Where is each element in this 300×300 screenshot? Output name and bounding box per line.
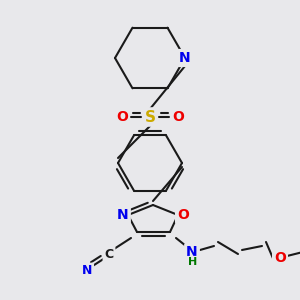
Text: O: O	[274, 251, 286, 265]
Text: N: N	[82, 265, 92, 278]
Text: H: H	[188, 257, 198, 267]
Text: N: N	[186, 245, 198, 259]
Text: C: C	[104, 248, 114, 260]
Text: N: N	[179, 51, 191, 65]
Text: S: S	[145, 110, 155, 124]
Text: O: O	[116, 110, 128, 124]
Text: O: O	[172, 110, 184, 124]
Text: O: O	[177, 208, 189, 222]
Text: N: N	[117, 208, 129, 222]
